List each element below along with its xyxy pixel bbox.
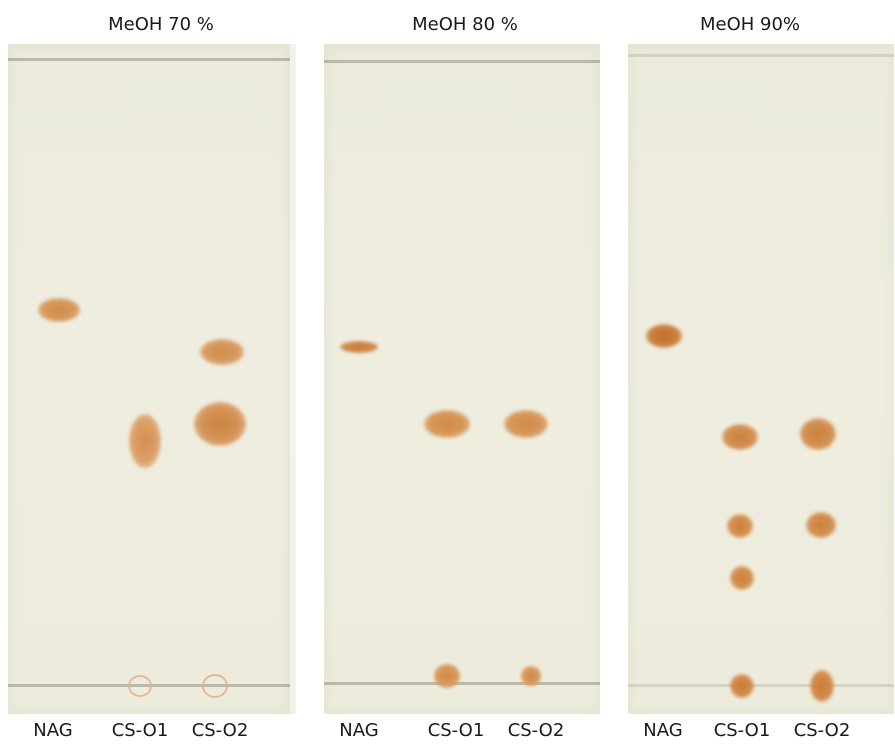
- lane-label-cs-o1: CS-O1: [427, 720, 485, 741]
- lane-label-cs-o2: CS-O2: [507, 720, 565, 741]
- lane-label-cs-o2: CS-O2: [191, 720, 249, 741]
- origin-line: [324, 682, 600, 685]
- spot-cs-o2-upper: [200, 339, 244, 365]
- lane-label-cs-o1: CS-O1: [111, 720, 169, 741]
- tlc-plate-80: [324, 44, 600, 714]
- spot-cs-o2-origin: [521, 666, 541, 686]
- solvent-front-line: [628, 54, 894, 57]
- spot-cs-o2-lower: [194, 402, 246, 446]
- spot-cs-o2-1: [800, 418, 836, 450]
- lane-label-cs-o1: CS-O1: [713, 720, 771, 741]
- spot-cs-o1-1: [722, 424, 758, 450]
- spot-cs-o1-origin: [434, 664, 460, 688]
- spot-cs-o1: [129, 414, 161, 468]
- spot-cs-o1-3: [730, 566, 754, 590]
- lane-label-cs-o2: CS-O2: [793, 720, 851, 741]
- lane-label-nag: NAG: [643, 720, 683, 741]
- spot-nag: [38, 298, 80, 322]
- spot-cs-o1-origin: [128, 675, 152, 697]
- origin-line: [628, 684, 894, 687]
- panel-title-70: MeOH 70 %: [108, 14, 214, 35]
- spot-cs-o1-origin: [730, 674, 754, 698]
- tlc-plate-90: [628, 44, 894, 714]
- spot-cs-o1-2: [727, 514, 753, 538]
- spot-nag: [646, 324, 682, 348]
- spot-nag: [340, 341, 378, 353]
- lane-label-nag: NAG: [33, 720, 73, 741]
- panel-title-90: MeOH 90%: [699, 14, 801, 35]
- spot-cs-o2-origin: [202, 674, 228, 698]
- solvent-front-line: [8, 58, 290, 61]
- panel-title-80: MeOH 80 %: [412, 14, 518, 35]
- solvent-front-line: [324, 60, 600, 63]
- spot-cs-o2-2: [806, 512, 836, 538]
- spot-cs-o2: [504, 410, 548, 438]
- tlc-plate-70: [8, 44, 290, 714]
- plate-edge: [290, 44, 296, 714]
- spot-cs-o2-origin: [810, 670, 834, 702]
- lane-label-nag: NAG: [339, 720, 379, 741]
- spot-cs-o1: [424, 410, 470, 438]
